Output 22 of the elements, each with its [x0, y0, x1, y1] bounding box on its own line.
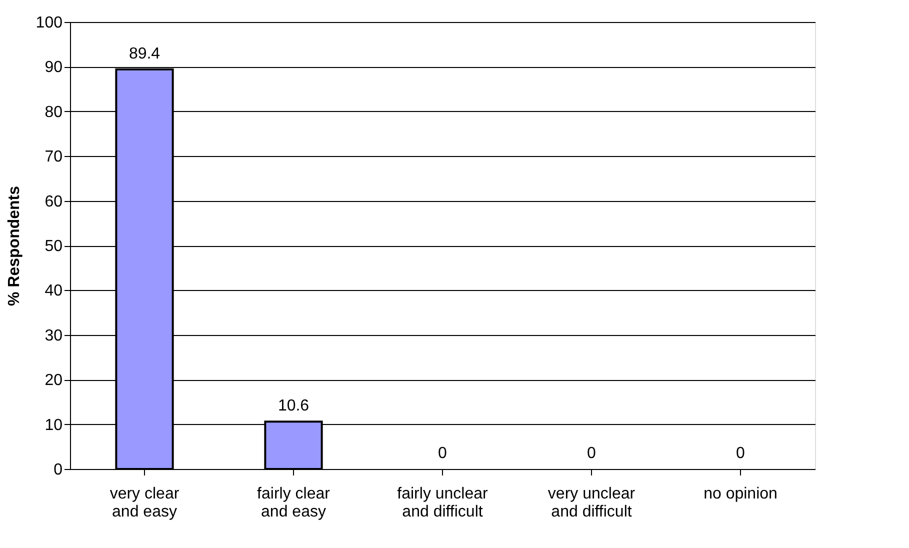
data-label: 89.4	[128, 45, 160, 62]
y-tick-label: 40	[44, 282, 63, 300]
x-tick-label: fairly unclear and difficult	[397, 486, 489, 520]
y-tick-label: 100	[36, 14, 63, 32]
data-label: 0	[736, 445, 746, 462]
y-tick-label: 70	[44, 148, 63, 166]
y-tick-label: 90	[44, 59, 63, 76]
y-axis-title: % Respondents	[6, 186, 23, 306]
x-tick-label: very unclear and difficult	[548, 486, 636, 520]
y-tick-label: 10	[44, 416, 63, 434]
y-tick-label: 20	[44, 372, 63, 390]
y-tick-label: 60	[44, 193, 63, 210]
x-tick-label: no opinion	[704, 486, 778, 502]
y-tick-label: 30	[44, 327, 63, 344]
x-tick-label: very clear and easy	[110, 486, 180, 520]
y-tick-label: 50	[44, 238, 63, 255]
y-tick-label: 0	[54, 462, 63, 478]
data-label: 0	[438, 445, 448, 462]
data-label: 0	[587, 445, 596, 462]
x-tick-label: fairly clear and easy	[257, 486, 331, 520]
y-tick-label: 80	[44, 104, 63, 121]
data-label: 10.6	[278, 398, 310, 415]
